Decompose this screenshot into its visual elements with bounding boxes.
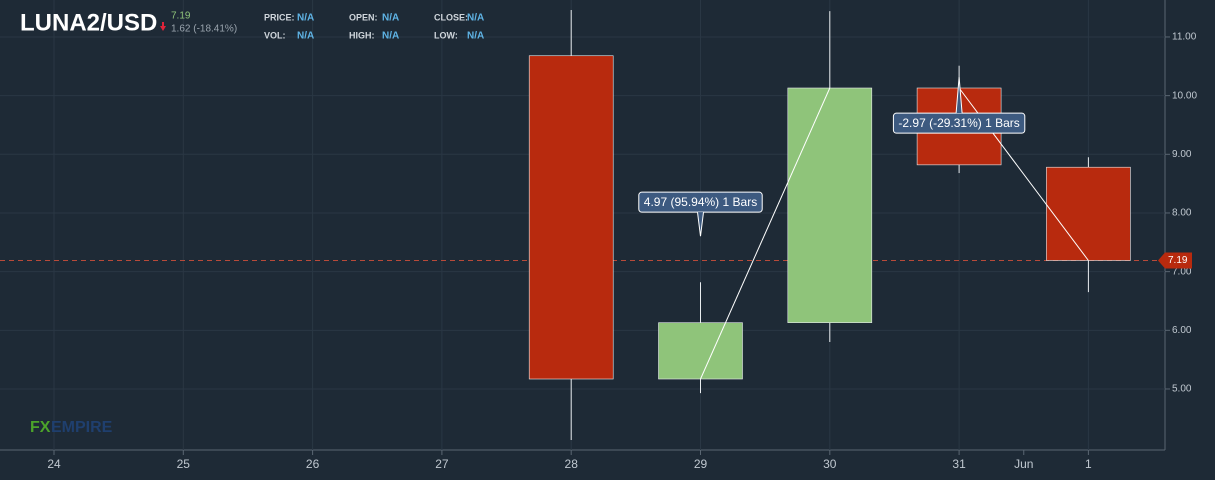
x-tick-label: 31 [952,457,966,471]
candle-body [787,87,873,323]
y-tick-label: 7.00 [1172,266,1192,277]
y-tick-label: 9.00 [1172,149,1192,160]
price-change: 1.62 (-18.41%) [171,24,237,35]
chart-title: LUNA2/USD [20,9,157,36]
stat-label: LOW: [434,30,458,40]
logo-empire: EMPIRE [51,419,113,436]
x-tick-label: 28 [565,457,579,471]
measure-label: -2.97 (-29.31%) 1 Bars [892,77,1026,134]
candle-body [658,322,743,380]
measure-label: 4.97 (95.94%) 1 Bars [638,191,763,237]
x-tick-label: 1 [1085,457,1092,471]
month-label: Jun [1014,457,1033,471]
stat-label: OPEN: [349,12,378,22]
stat-label: PRICE: [264,12,295,22]
logo-fx: FX [30,419,51,436]
stat-value: N/A [467,13,484,24]
candle-body [528,55,614,380]
stat-label: HIGH: [349,30,375,40]
x-tick-label: 27 [435,457,449,471]
measure-pointer [955,77,963,114]
measure-text: -2.97 (-29.31%) 1 Bars [898,116,1019,130]
down-arrow [160,22,166,31]
y-tick-label: 6.00 [1172,325,1192,336]
x-tick-label: 25 [177,457,191,471]
price-tag-label: 7.19 [1168,255,1188,266]
candle-body [1046,166,1131,261]
x-tick-label: 30 [823,457,837,471]
stat-value: N/A [297,13,314,24]
y-tick-label: 10.00 [1172,90,1197,101]
stat-label: VOL: [264,30,286,40]
x-tick-label: 24 [47,457,61,471]
stat-value: N/A [382,31,399,42]
stat-label: CLOSE: [434,12,468,22]
x-tick-label: 26 [306,457,320,471]
y-tick-label: 8.00 [1172,208,1192,219]
stat-value: N/A [467,31,484,42]
measure-line [700,87,831,380]
stat-value: N/A [382,13,399,24]
price-tag [1158,252,1192,269]
stat-value: N/A [297,31,314,42]
y-tick-label: 11.00 [1172,32,1197,43]
measure-pointer [697,212,704,237]
measure-text: 4.97 (95.94%) 1 Bars [644,195,757,209]
x-tick-label: 29 [694,457,708,471]
y-tick-label: 5.00 [1172,384,1192,395]
last-price: 7.19 [171,11,191,22]
